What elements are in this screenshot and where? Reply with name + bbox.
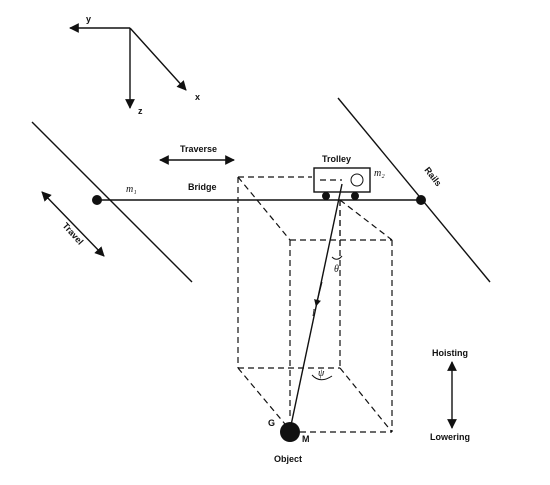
theta-label: θ [334,264,339,275]
rails-label: Rails [422,165,443,188]
right-rail [337,97,491,283]
bridge-end-right [416,195,426,205]
theta-arc [331,255,343,260]
hoisting-label: Hoisting [432,348,468,358]
x-axis-label: x [195,92,200,102]
object-mass [280,422,300,442]
x-axis-arrow [129,27,187,91]
m-label: M [302,434,310,444]
psi-label: ψ [318,368,325,379]
left-rail [31,121,193,283]
trolley-body [313,167,371,193]
trolley-drum [350,173,364,187]
coordinate-frame: y z x [69,14,200,116]
bridge-label: Bridge [188,182,217,192]
z-axis-label: z [138,106,143,116]
trolley-label: Trolley [322,154,351,164]
hoist-cable [289,183,343,431]
bridge-end-left [92,195,102,205]
trolley-wheel-right [351,192,359,200]
cable-length-arrow [314,281,323,307]
psi-arc [311,374,333,381]
projection-box [237,176,393,433]
trolley-wheel-left [322,192,330,200]
object-label: Object [274,454,302,464]
lowering-label: Lowering [430,432,470,442]
travel-arrow [41,191,105,257]
trolley [313,167,371,200]
cable-length-label: l [312,308,315,319]
m2-label: m₂ [374,168,385,179]
traverse-label: Traverse [180,144,217,154]
y-axis-label: y [86,14,91,24]
g-label: G [268,418,275,428]
m1-label: m₁ [126,184,137,195]
